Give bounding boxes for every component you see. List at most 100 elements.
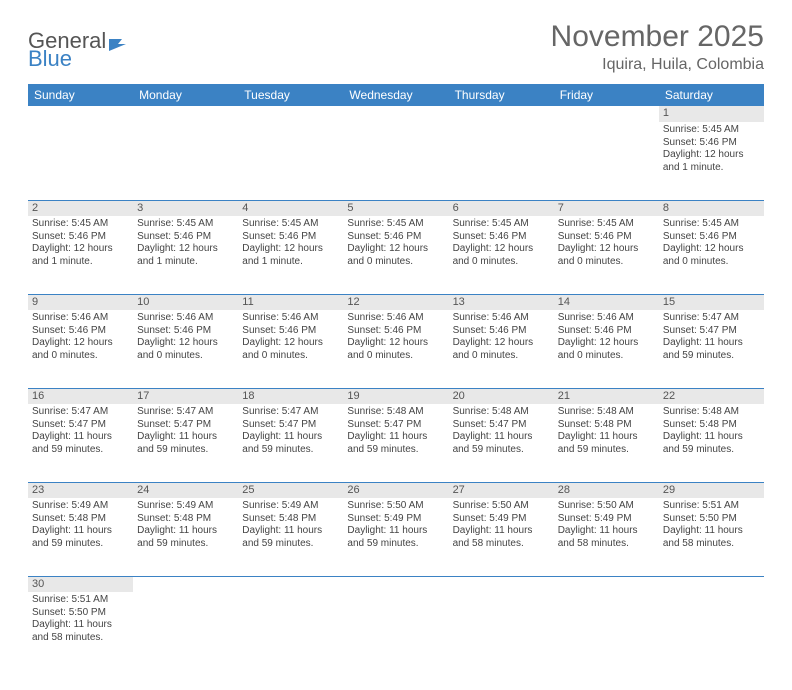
- day-cell: Sunrise: 5:49 AMSunset: 5:48 PMDaylight:…: [238, 498, 343, 576]
- day-content: Sunrise: 5:48 AMSunset: 5:47 PMDaylight:…: [449, 404, 554, 460]
- day-content: Sunrise: 5:46 AMSunset: 5:46 PMDaylight:…: [133, 310, 238, 366]
- day-number-cell: [554, 576, 659, 592]
- day-number-cell: 4: [238, 200, 343, 216]
- day-cell: Sunrise: 5:49 AMSunset: 5:48 PMDaylight:…: [28, 498, 133, 576]
- content-row: Sunrise: 5:51 AMSunset: 5:50 PMDaylight:…: [28, 592, 764, 670]
- daynum-row: 1: [28, 106, 764, 122]
- day-cell: Sunrise: 5:47 AMSunset: 5:47 PMDaylight:…: [659, 310, 764, 388]
- content-row: Sunrise: 5:45 AMSunset: 5:46 PMDaylight:…: [28, 216, 764, 294]
- day-number-cell: 26: [343, 482, 448, 498]
- day-cell: Sunrise: 5:46 AMSunset: 5:46 PMDaylight:…: [343, 310, 448, 388]
- day-number-cell: 29: [659, 482, 764, 498]
- day-content: Sunrise: 5:45 AMSunset: 5:46 PMDaylight:…: [238, 216, 343, 272]
- day-number-cell: 9: [28, 294, 133, 310]
- day-cell: [28, 122, 133, 200]
- weekday-header: Thursday: [449, 84, 554, 106]
- day-cell: Sunrise: 5:46 AMSunset: 5:46 PMDaylight:…: [133, 310, 238, 388]
- day-number-cell: [449, 576, 554, 592]
- day-number-cell: 1: [659, 106, 764, 122]
- day-cell: Sunrise: 5:45 AMSunset: 5:46 PMDaylight:…: [133, 216, 238, 294]
- day-number-cell: [449, 106, 554, 122]
- day-content: Sunrise: 5:46 AMSunset: 5:46 PMDaylight:…: [449, 310, 554, 366]
- day-cell: [449, 592, 554, 670]
- day-number-cell: [238, 576, 343, 592]
- day-content: Sunrise: 5:46 AMSunset: 5:46 PMDaylight:…: [343, 310, 448, 366]
- day-cell: Sunrise: 5:45 AMSunset: 5:46 PMDaylight:…: [659, 122, 764, 200]
- day-number-cell: 19: [343, 388, 448, 404]
- day-content: Sunrise: 5:47 AMSunset: 5:47 PMDaylight:…: [133, 404, 238, 460]
- day-number-cell: 16: [28, 388, 133, 404]
- day-cell: Sunrise: 5:47 AMSunset: 5:47 PMDaylight:…: [238, 404, 343, 482]
- daynum-row: 16171819202122: [28, 388, 764, 404]
- content-row: Sunrise: 5:49 AMSunset: 5:48 PMDaylight:…: [28, 498, 764, 576]
- day-content: Sunrise: 5:45 AMSunset: 5:46 PMDaylight:…: [659, 122, 764, 178]
- day-number-cell: 8: [659, 200, 764, 216]
- day-content: Sunrise: 5:45 AMSunset: 5:46 PMDaylight:…: [28, 216, 133, 272]
- day-number-cell: 17: [133, 388, 238, 404]
- day-content: Sunrise: 5:50 AMSunset: 5:49 PMDaylight:…: [554, 498, 659, 554]
- day-content: Sunrise: 5:47 AMSunset: 5:47 PMDaylight:…: [238, 404, 343, 460]
- day-number-cell: 13: [449, 294, 554, 310]
- day-cell: Sunrise: 5:45 AMSunset: 5:46 PMDaylight:…: [343, 216, 448, 294]
- day-number-cell: 27: [449, 482, 554, 498]
- daynum-row: 9101112131415: [28, 294, 764, 310]
- day-number-cell: 20: [449, 388, 554, 404]
- day-cell: [343, 592, 448, 670]
- logo-text-blue: Blue: [28, 46, 72, 72]
- weekday-header: Wednesday: [343, 84, 448, 106]
- day-cell: [554, 592, 659, 670]
- location: Iquira, Huila, Colombia: [551, 56, 764, 74]
- day-cell: Sunrise: 5:49 AMSunset: 5:48 PMDaylight:…: [133, 498, 238, 576]
- day-cell: Sunrise: 5:45 AMSunset: 5:46 PMDaylight:…: [554, 216, 659, 294]
- day-cell: [133, 122, 238, 200]
- day-content: Sunrise: 5:49 AMSunset: 5:48 PMDaylight:…: [238, 498, 343, 554]
- day-number-cell: [554, 106, 659, 122]
- day-number-cell: 3: [133, 200, 238, 216]
- day-cell: [133, 592, 238, 670]
- day-number-cell: 25: [238, 482, 343, 498]
- day-cell: Sunrise: 5:45 AMSunset: 5:46 PMDaylight:…: [238, 216, 343, 294]
- day-cell: Sunrise: 5:47 AMSunset: 5:47 PMDaylight:…: [133, 404, 238, 482]
- day-number-cell: [238, 106, 343, 122]
- day-cell: Sunrise: 5:50 AMSunset: 5:49 PMDaylight:…: [343, 498, 448, 576]
- day-number-cell: [133, 576, 238, 592]
- day-cell: [238, 122, 343, 200]
- weekday-header: Sunday: [28, 84, 133, 106]
- day-content: Sunrise: 5:47 AMSunset: 5:47 PMDaylight:…: [659, 310, 764, 366]
- day-content: Sunrise: 5:48 AMSunset: 5:48 PMDaylight:…: [659, 404, 764, 460]
- day-content: Sunrise: 5:49 AMSunset: 5:48 PMDaylight:…: [133, 498, 238, 554]
- day-cell: Sunrise: 5:48 AMSunset: 5:48 PMDaylight:…: [554, 404, 659, 482]
- day-content: Sunrise: 5:45 AMSunset: 5:46 PMDaylight:…: [343, 216, 448, 272]
- day-cell: Sunrise: 5:46 AMSunset: 5:46 PMDaylight:…: [28, 310, 133, 388]
- day-number-cell: 18: [238, 388, 343, 404]
- daynum-row: 30: [28, 576, 764, 592]
- day-number-cell: 28: [554, 482, 659, 498]
- day-number-cell: 15: [659, 294, 764, 310]
- day-content: Sunrise: 5:46 AMSunset: 5:46 PMDaylight:…: [554, 310, 659, 366]
- day-content: Sunrise: 5:51 AMSunset: 5:50 PMDaylight:…: [659, 498, 764, 554]
- weekday-header: Saturday: [659, 84, 764, 106]
- day-cell: [343, 122, 448, 200]
- day-content: Sunrise: 5:50 AMSunset: 5:49 PMDaylight:…: [449, 498, 554, 554]
- day-number-cell: 5: [343, 200, 448, 216]
- day-content: Sunrise: 5:45 AMSunset: 5:46 PMDaylight:…: [554, 216, 659, 272]
- day-number-cell: [659, 576, 764, 592]
- day-number-cell: 11: [238, 294, 343, 310]
- day-number-cell: 14: [554, 294, 659, 310]
- calendar-table: Sunday Monday Tuesday Wednesday Thursday…: [28, 84, 764, 670]
- daynum-row: 2345678: [28, 200, 764, 216]
- day-cell: [659, 592, 764, 670]
- day-cell: Sunrise: 5:45 AMSunset: 5:46 PMDaylight:…: [659, 216, 764, 294]
- day-number-cell: [343, 576, 448, 592]
- day-content: Sunrise: 5:51 AMSunset: 5:50 PMDaylight:…: [28, 592, 133, 648]
- weekday-header: Monday: [133, 84, 238, 106]
- day-content: Sunrise: 5:48 AMSunset: 5:47 PMDaylight:…: [343, 404, 448, 460]
- day-number-cell: [133, 106, 238, 122]
- content-row: Sunrise: 5:45 AMSunset: 5:46 PMDaylight:…: [28, 122, 764, 200]
- weekday-header: Friday: [554, 84, 659, 106]
- day-content: Sunrise: 5:50 AMSunset: 5:49 PMDaylight:…: [343, 498, 448, 554]
- day-number-cell: 22: [659, 388, 764, 404]
- day-cell: Sunrise: 5:48 AMSunset: 5:47 PMDaylight:…: [343, 404, 448, 482]
- day-content: Sunrise: 5:46 AMSunset: 5:46 PMDaylight:…: [238, 310, 343, 366]
- day-content: Sunrise: 5:49 AMSunset: 5:48 PMDaylight:…: [28, 498, 133, 554]
